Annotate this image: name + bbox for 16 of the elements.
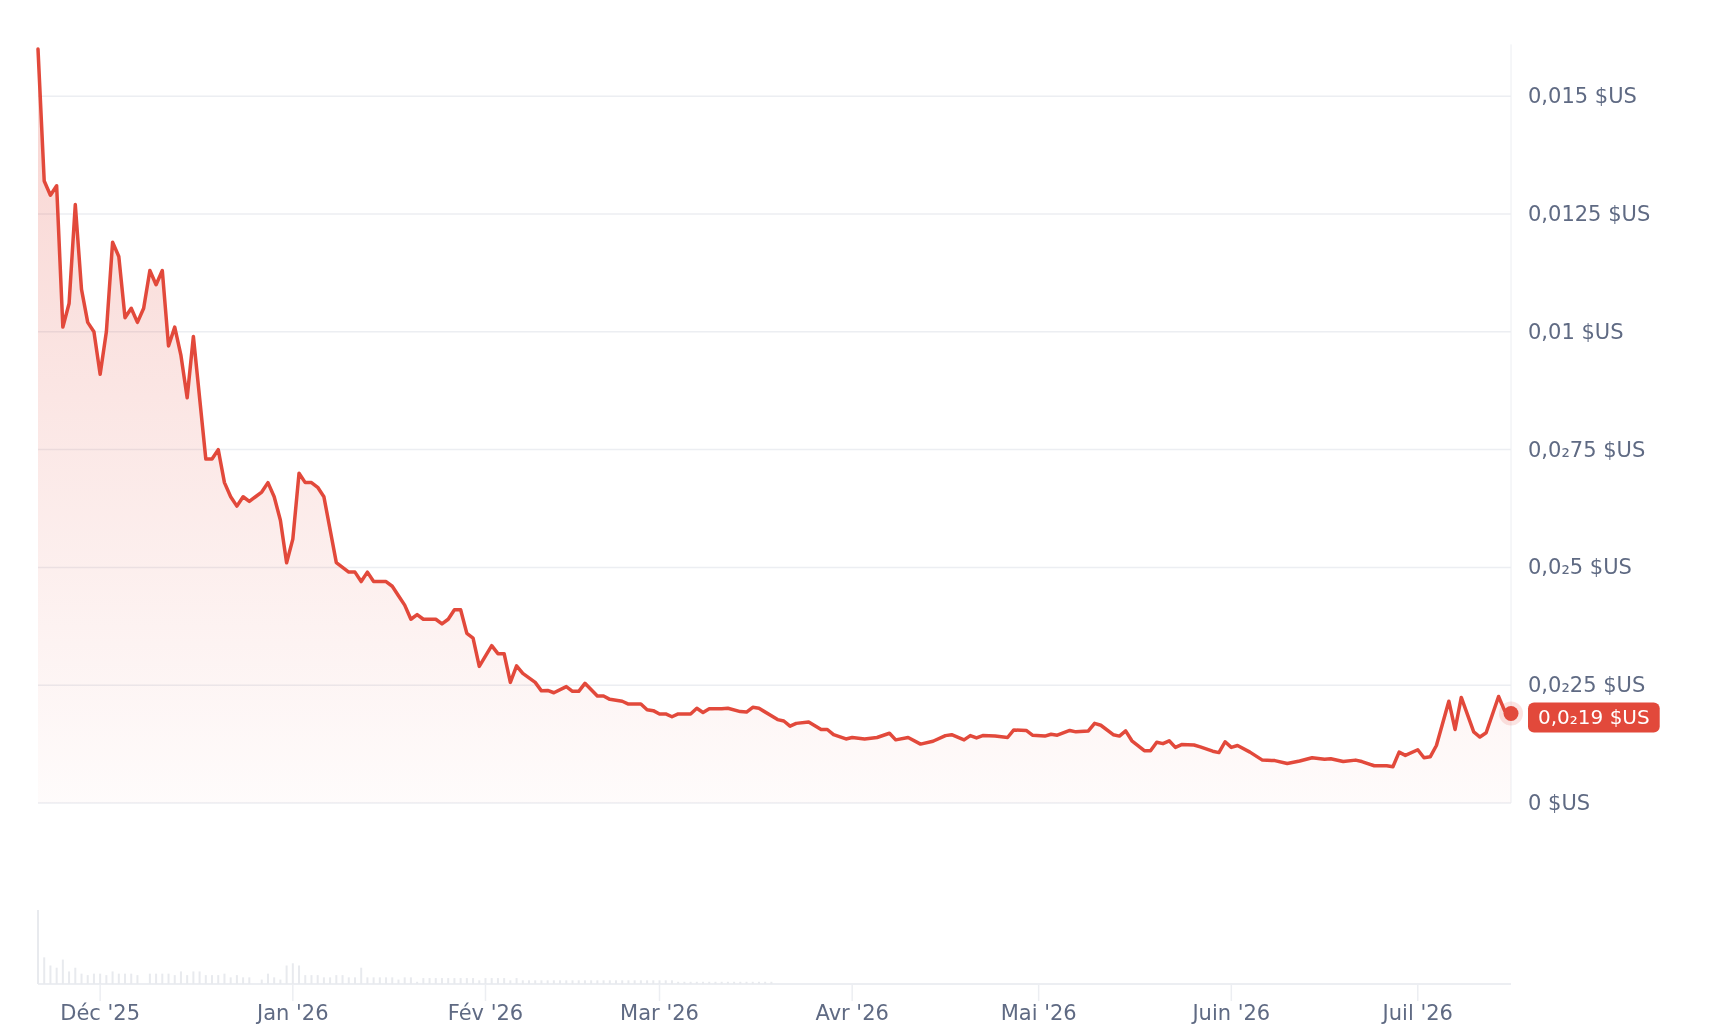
y-tick-label: 0,01 $US <box>1528 319 1624 344</box>
y-tick-label: 0,0₂75 $US <box>1528 437 1646 462</box>
y-tick-label: 0,0₂25 $US <box>1528 673 1646 698</box>
x-tick-label: Déc '25 <box>60 1001 141 1025</box>
x-tick-label: Juin '26 <box>1190 1001 1271 1025</box>
x-tick-label: Fév '26 <box>447 1001 524 1025</box>
y-tick-label: 0 $US <box>1528 791 1591 815</box>
x-tick-label: Avr '26 <box>815 1001 889 1025</box>
y-tick-label: 0,0125 $US <box>1528 202 1651 227</box>
annotation: 0,0₂19 $US <box>1538 705 1650 730</box>
x-tick-label: Juil '26 <box>1380 1001 1453 1025</box>
x-tick-label: Mar '26 <box>620 1001 699 1025</box>
y-tick-label: 0,0₂5 $US <box>1528 555 1632 580</box>
x-tick-label: Mai '26 <box>1000 1001 1077 1025</box>
x-tick-label: Jan '26 <box>255 1001 329 1025</box>
y-tick-label: 0,015 $US <box>1528 84 1637 109</box>
